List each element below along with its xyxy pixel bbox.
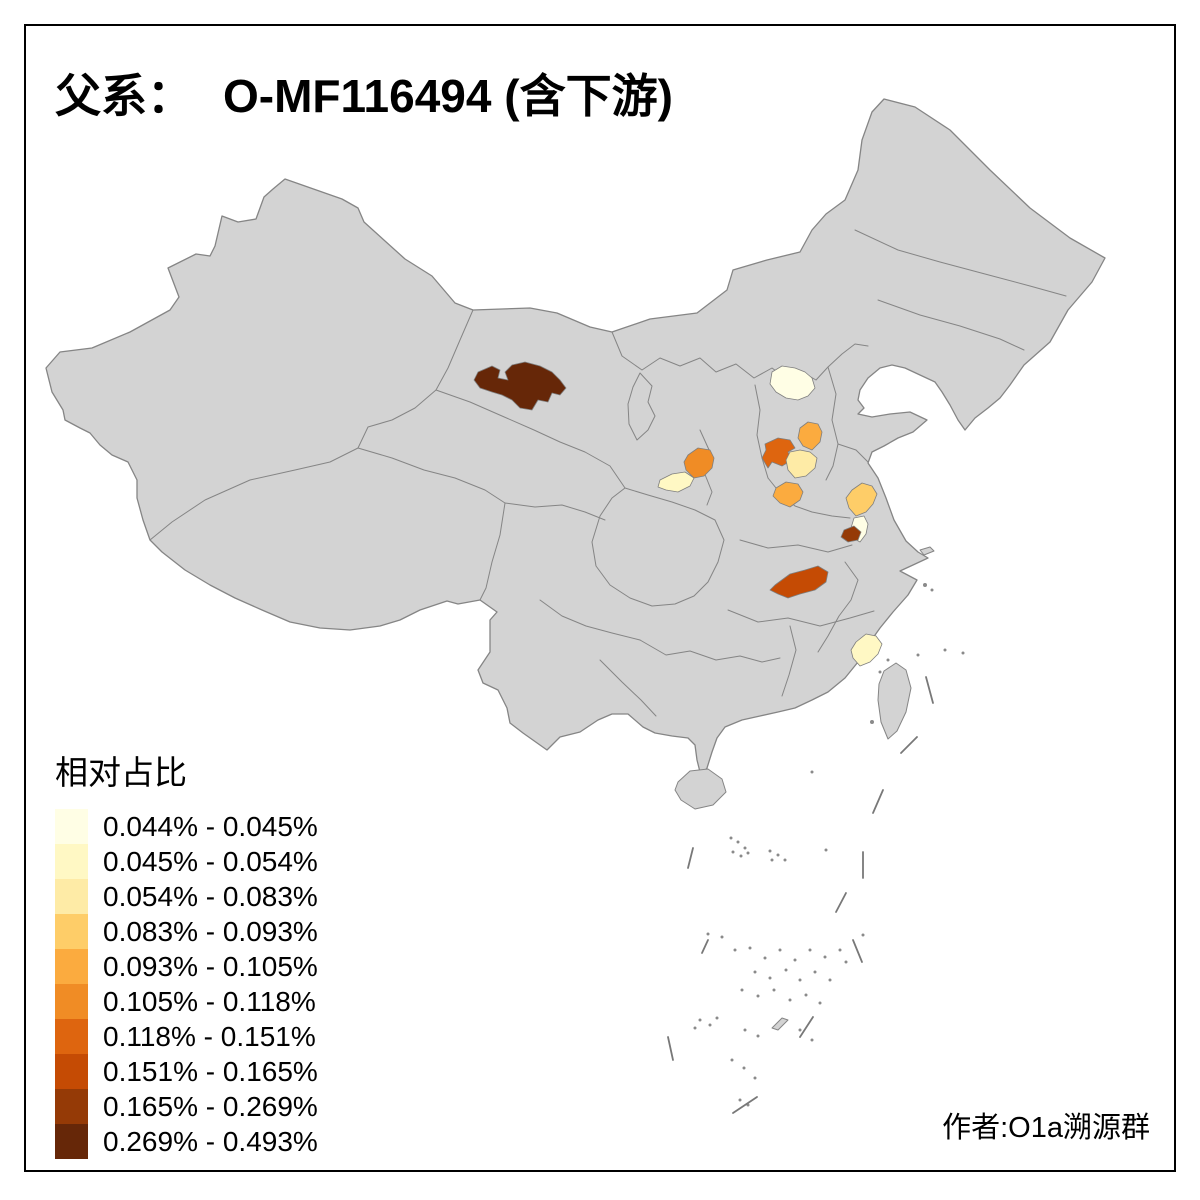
legend-row: 0.083% - 0.093% xyxy=(55,914,318,949)
legend-title: 相对占比 xyxy=(55,754,187,791)
region-gansu-east xyxy=(657,471,695,493)
legend-swatch xyxy=(55,809,88,844)
title-prefix: 父系： xyxy=(55,70,193,122)
legend-label: 0.151% - 0.165% xyxy=(103,1055,318,1087)
island-chongming xyxy=(919,546,935,556)
legend: 相对占比 0.044% - 0.045% 0.045% - 0.054% 0.0… xyxy=(55,746,318,1159)
legend-row: 0.118% - 0.151% xyxy=(55,1019,318,1054)
legend-swatch xyxy=(55,1019,88,1054)
legend-label: 0.118% - 0.151% xyxy=(103,1020,316,1052)
island-taiwan xyxy=(877,662,912,740)
page-title: 父系： O-MF116494 (含下游) xyxy=(55,60,673,126)
legend-swatch xyxy=(55,844,88,879)
legend-swatch xyxy=(55,879,88,914)
highlighted-regions xyxy=(473,361,883,667)
legend-label: 0.165% - 0.269% xyxy=(103,1090,318,1122)
region-shaanxi-north xyxy=(683,447,715,479)
legend-row: 0.045% - 0.054% xyxy=(55,844,318,879)
legend-label: 0.044% - 0.045% xyxy=(103,810,318,842)
nine-dash-line-segments xyxy=(667,676,934,1114)
region-anhui-central xyxy=(840,525,862,543)
legend-swatch xyxy=(55,984,88,1019)
legend-swatch xyxy=(55,1054,88,1089)
legend-row: 0.269% - 0.493% xyxy=(55,1124,318,1159)
region-henan-west xyxy=(772,481,804,508)
region-fujian-coast xyxy=(850,633,883,667)
legend-label: 0.093% - 0.105% xyxy=(103,950,318,982)
region-shanxi-central xyxy=(797,421,823,451)
legend-swatch xyxy=(55,1089,88,1124)
island-spratly-main xyxy=(771,1017,789,1031)
region-northwest-gansu xyxy=(473,361,567,411)
islands xyxy=(674,546,935,1031)
legend-label: 0.105% - 0.118% xyxy=(103,985,316,1017)
legend-row: 0.093% - 0.105% xyxy=(55,949,318,984)
legend-row: 0.054% - 0.083% xyxy=(55,879,318,914)
title-haplogroup: O-MF116494 (含下游) xyxy=(223,70,673,122)
region-jiangsu-north xyxy=(845,482,878,517)
legend-row: 0.044% - 0.045% xyxy=(55,809,318,844)
legend-row: 0.151% - 0.165% xyxy=(55,1054,318,1089)
region-north-hebei xyxy=(769,365,816,401)
legend-row: 0.105% - 0.118% xyxy=(55,984,318,1019)
author-credit: 作者:O1a溯源群 xyxy=(942,1112,1150,1144)
legend-label: 0.269% - 0.493% xyxy=(103,1125,318,1157)
island-hainan xyxy=(674,768,727,810)
legend-row: 0.165% - 0.269% xyxy=(55,1089,318,1124)
legend-swatch xyxy=(55,949,88,984)
region-hubei-north xyxy=(769,565,829,599)
legend-label: 0.054% - 0.083% xyxy=(103,880,318,912)
province-borders xyxy=(149,229,1067,717)
south-china-sea-islands xyxy=(693,583,965,1107)
mainland-china xyxy=(45,98,1106,777)
legend-swatch xyxy=(55,1124,88,1159)
legend-label: 0.045% - 0.054% xyxy=(103,845,318,877)
region-shanxi-southeast xyxy=(785,449,818,479)
legend-label: 0.083% - 0.093% xyxy=(103,915,318,947)
legend-swatch xyxy=(55,914,88,949)
